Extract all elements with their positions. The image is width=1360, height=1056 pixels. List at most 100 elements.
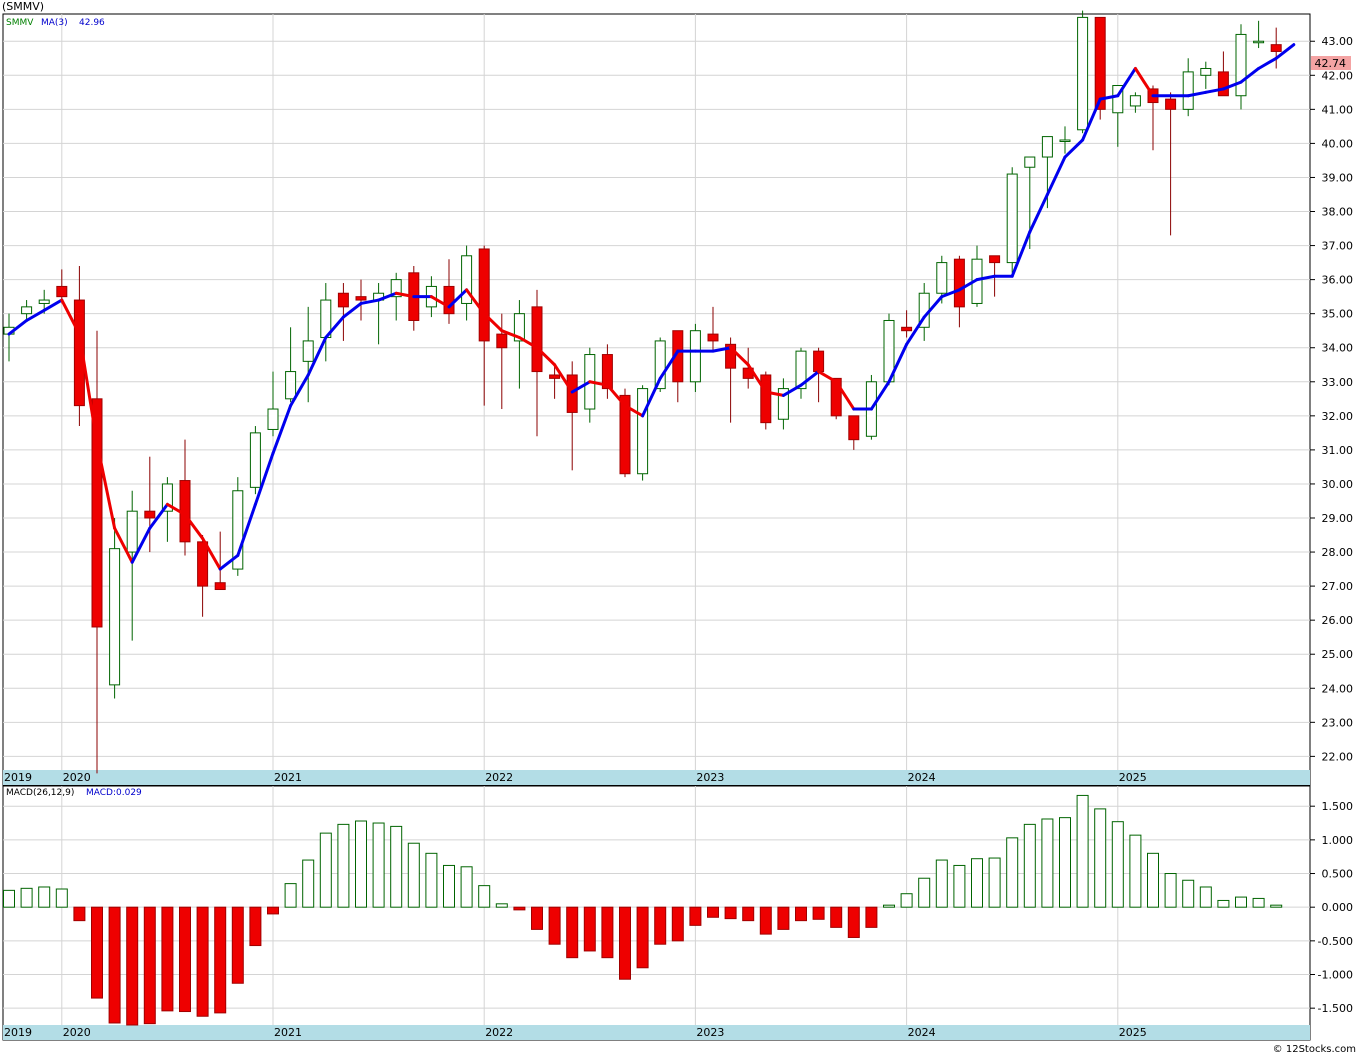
macd-bar	[302, 859, 315, 908]
macd-bar	[1199, 886, 1212, 908]
ma3-segment	[271, 404, 293, 455]
ma3-segment	[218, 553, 240, 571]
ma3-segment	[764, 390, 785, 397]
price-y-tick-label: 28.00	[1322, 546, 1354, 559]
candle-body	[38, 299, 50, 304]
macd-bar	[267, 906, 279, 915]
candle-body	[848, 415, 860, 441]
macd-bar	[953, 864, 966, 908]
macd-bar	[126, 906, 139, 1026]
ma3-segment	[553, 363, 574, 394]
candle-body	[549, 374, 561, 379]
legend-ma-value: 42.96	[79, 18, 105, 28]
macd-bar	[390, 825, 403, 908]
macd-bar	[231, 906, 244, 984]
price-y-tick-label: 37.00	[1322, 240, 1354, 253]
macd-bar	[1094, 808, 1107, 908]
candle-body	[478, 248, 490, 342]
candles	[3, 10, 1282, 774]
candle-body	[637, 388, 649, 475]
macd-bar	[636, 906, 649, 969]
macd-bar	[161, 906, 174, 1012]
candle-body	[21, 306, 33, 315]
macd-bar	[249, 906, 262, 947]
macd-bar	[812, 906, 825, 920]
ma3-segment	[1116, 66, 1137, 98]
candle-body	[390, 279, 402, 298]
ma3-segment	[729, 346, 750, 367]
candle-body	[707, 333, 719, 342]
macd-bar	[20, 887, 33, 908]
macd-bar	[566, 906, 579, 959]
ma3-segment	[236, 502, 257, 557]
macd-bar	[460, 866, 473, 908]
macd-y-tick-label: -0.500	[1318, 935, 1353, 948]
macd-bar	[707, 906, 719, 918]
macd-bar	[1111, 821, 1124, 908]
ma3-segment	[465, 288, 486, 316]
ma3-segment	[1081, 97, 1102, 142]
macd-bar	[1059, 817, 1071, 908]
macd-bar	[601, 906, 614, 959]
ma3-segment	[1239, 66, 1261, 84]
macd-bar	[531, 906, 543, 930]
macd-year-label: 2019	[4, 1026, 32, 1039]
macd-bar	[865, 906, 878, 928]
candle-body	[1006, 173, 1018, 264]
ma3-segment	[60, 298, 81, 336]
ma3-segment	[905, 315, 926, 346]
ma3-segment	[1186, 90, 1208, 98]
macd-bar	[513, 906, 526, 911]
candle-body	[1112, 85, 1124, 114]
macd-bar	[407, 842, 420, 908]
ma3-segment	[1028, 192, 1049, 234]
ma3-segment	[869, 380, 891, 411]
macd-bar	[108, 906, 121, 1024]
price-y-tick-label: 35.00	[1322, 308, 1354, 321]
macd-bar	[548, 906, 561, 945]
legend-symbol: SMMV	[6, 18, 34, 28]
candle-body	[901, 326, 913, 332]
macd-bar	[1147, 852, 1159, 908]
ma3-segment	[7, 318, 29, 336]
candle-body	[619, 394, 631, 475]
macd-bar	[883, 904, 895, 908]
last-price-tag	[1311, 56, 1351, 70]
candle-body	[1182, 71, 1194, 110]
price-time-axis	[3, 770, 1310, 785]
ma3-segment	[623, 404, 645, 418]
macd-bar	[1235, 896, 1247, 908]
macd-value: MACD:0.029	[86, 788, 142, 798]
macd-bar	[73, 906, 86, 922]
ma3-segment	[377, 291, 398, 302]
last-price-label: 42.74	[1315, 57, 1347, 70]
macd-bar	[3, 889, 15, 908]
macd-bar	[988, 857, 1001, 908]
macd-bar	[619, 906, 631, 980]
ma3-segment	[113, 526, 134, 564]
candle-body	[73, 299, 85, 407]
price-y-tick-label: 27.00	[1322, 580, 1354, 593]
price-y-tick-label: 22.00	[1322, 750, 1354, 763]
ma3-segment	[1221, 80, 1243, 91]
ma3-segment	[605, 383, 627, 408]
price-y-tick-label: 26.00	[1322, 614, 1354, 627]
macd-bar	[935, 859, 948, 908]
macd-bar	[724, 906, 737, 920]
ma3-segment	[201, 536, 222, 571]
candle-body	[725, 343, 737, 369]
macd-bar	[355, 820, 367, 908]
candle-body	[989, 255, 1001, 264]
macd-bar	[478, 885, 491, 908]
macd-year-label: 2022	[485, 1026, 513, 1039]
price-y-tick-label: 39.00	[1322, 171, 1354, 184]
ma3-segment	[306, 336, 328, 377]
price-y-tick-label: 42.00	[1322, 69, 1354, 82]
macd-bar	[1217, 899, 1230, 908]
price-y-tick-label: 34.00	[1322, 342, 1354, 355]
credit-text: © 12Stocks.com	[1273, 1044, 1356, 1055]
candle-body	[161, 483, 173, 512]
macd-bar	[583, 906, 596, 952]
candle-body	[1094, 16, 1106, 110]
ma3-segment	[77, 332, 99, 445]
